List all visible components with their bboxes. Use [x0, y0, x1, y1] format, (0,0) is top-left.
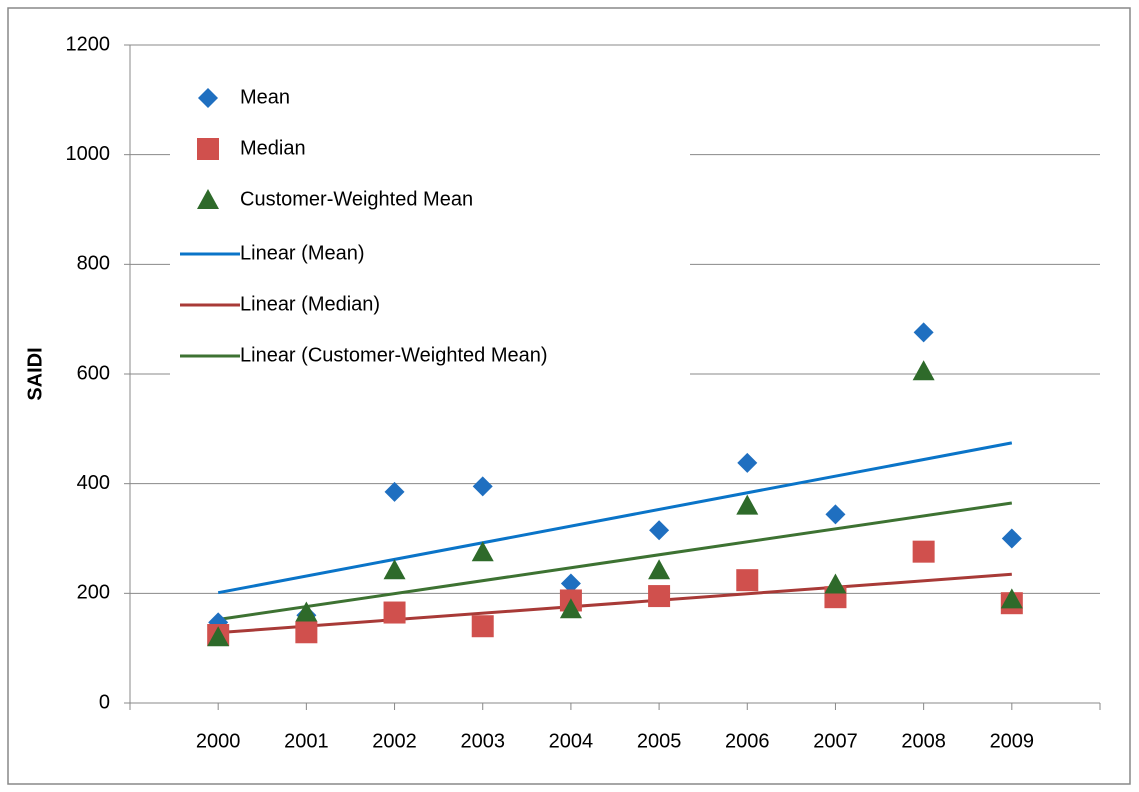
x-tick-label: 2005: [637, 730, 682, 752]
data-point: [912, 540, 935, 563]
data-point: [560, 573, 581, 594]
data-point: [913, 322, 934, 343]
legend-box: [170, 72, 690, 382]
trendline: [217, 441, 1013, 595]
data-point: [1001, 528, 1022, 549]
x-tick-label: 2002: [372, 730, 417, 752]
x-tick-label: 2004: [549, 730, 594, 752]
data-point: [295, 601, 318, 622]
data-point: [912, 360, 935, 381]
data-point: [648, 585, 671, 608]
x-tick-label: 2001: [284, 730, 329, 752]
y-tick-label: 1200: [66, 33, 111, 55]
x-tick-label: 2006: [725, 730, 770, 752]
data-point: [736, 494, 759, 515]
data-point: [384, 481, 405, 502]
trendline: [218, 572, 1012, 635]
data-point: [1000, 588, 1023, 609]
legend-label: Customer-Weighted Mean: [240, 188, 473, 210]
legend-marker: [197, 138, 219, 160]
legend-label: Linear (Median): [240, 293, 380, 315]
data-point: [559, 598, 582, 619]
data-point: [649, 520, 670, 541]
data-point: [825, 504, 846, 525]
data-point: [472, 476, 493, 497]
x-tick-label: 2009: [990, 730, 1035, 752]
legend-label: Linear (Customer-Weighted Mean): [240, 344, 548, 366]
y-tick-label: 0: [99, 691, 110, 713]
legend-marker: [197, 189, 219, 209]
data-point: [824, 573, 847, 594]
y-tick-label: 400: [77, 472, 110, 494]
legend-marker: [198, 88, 218, 108]
data-point: [736, 569, 759, 592]
legend-label: Median: [240, 137, 306, 159]
data-point: [471, 615, 494, 638]
legend-label: Linear (Mean): [240, 242, 365, 264]
x-tick-label: 2000: [196, 730, 241, 752]
y-tick-label: 800: [77, 253, 110, 275]
data-point: [295, 621, 318, 644]
data-point: [383, 559, 406, 580]
data-point: [471, 541, 494, 562]
x-tick-label: 2007: [813, 730, 858, 752]
x-tick-label: 2003: [460, 730, 505, 752]
data-point: [383, 601, 406, 624]
trendline: [217, 501, 1013, 622]
data-point: [648, 559, 671, 580]
y-tick-label: 600: [77, 362, 110, 384]
data-point: [737, 452, 758, 473]
y-tick-label: 200: [77, 582, 110, 604]
data-point: [207, 626, 230, 647]
y-tick-label: 1000: [66, 143, 111, 165]
legend-label: Mean: [240, 86, 290, 108]
x-tick-label: 2008: [901, 730, 946, 752]
y-axis-label: SAIDI: [24, 347, 46, 400]
